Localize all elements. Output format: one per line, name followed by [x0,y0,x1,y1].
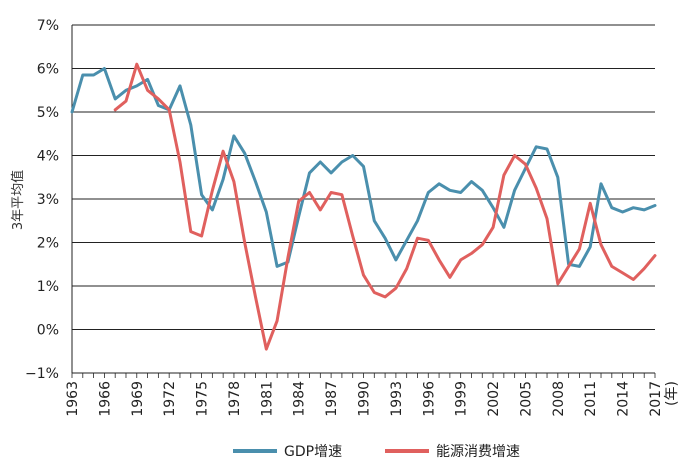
x-tick-label: 2014 [616,381,632,417]
x-axis-unit: (年) [664,381,680,406]
y-tick-label: 1% [37,279,59,295]
series-line-energy [113,62,657,351]
x-tick-label: 1987 [324,381,340,417]
x-tick-label: 1996 [421,381,437,417]
y-tick-label: 7% [37,18,59,34]
x-tick-label: 2002 [486,381,502,417]
x-tick-label: 1999 [454,381,470,417]
x-tick-label: 1990 [357,381,373,417]
y-tick-label: 4% [37,149,59,165]
x-tick-label: 1972 [162,381,178,417]
x-tick-label: 2017 [648,381,664,417]
series-lines [70,62,657,351]
y-axis-label: 3年平均值 [10,170,26,230]
x-tick-label: 1978 [227,381,243,417]
y-tick-label: 0% [37,323,59,339]
gridlines [71,24,655,374]
x-tick-label: 1966 [97,381,113,417]
x-tick-label: 1969 [130,381,146,417]
y-tick-label: −1% [25,366,59,382]
y-axis-ticks: −1% 0% 1% 2% 3% 4% 5% 6% 7% [25,18,59,382]
x-axis: 1963 1966 1969 1972 1975 1978 1981 1984 1987 1990… [65,373,680,417]
legend-label: GDP增速 [284,444,342,460]
y-tick-label: 3% [37,192,59,208]
x-tick-label: 2008 [551,381,567,417]
x-tick-label: 1975 [195,381,211,417]
y-tick-label: 6% [37,62,59,78]
y-tick-label: 2% [37,236,59,252]
x-tick-label: 1963 [65,381,81,417]
y-tick-label: 5% [37,105,59,121]
x-tick-label: 1981 [259,381,275,417]
x-tick-label: 2005 [518,381,534,417]
x-tick-label: 1984 [292,381,308,417]
legend: GDP增速 能源消费增速 [233,444,520,460]
x-tick-label: 2011 [583,381,599,417]
legend-label: 能源消费增速 [436,444,520,460]
x-tick-label: 1993 [389,381,405,417]
